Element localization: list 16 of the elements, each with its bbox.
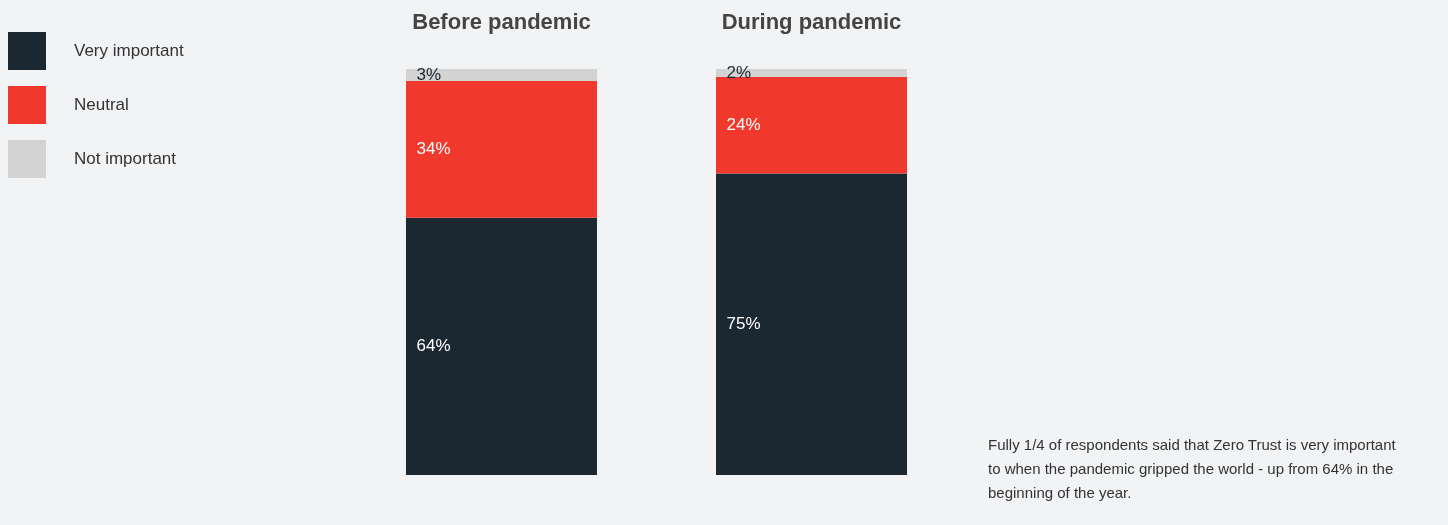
data-label: 75% — [726, 314, 761, 334]
legend-label: Neutral — [74, 95, 129, 114]
legend-label: Very important — [74, 41, 184, 60]
data-label: 24% — [726, 115, 761, 135]
x-tick-label: During pandemic — [721, 9, 902, 34]
data-label: 34% — [416, 139, 451, 159]
x-tick-label: Before pandemic — [412, 9, 591, 34]
data-label: 64% — [416, 336, 451, 356]
bar — [405, 217, 597, 475]
data-label: 3% — [416, 65, 442, 85]
bar — [716, 77, 908, 174]
bar — [405, 81, 597, 218]
text: Fully 1/4 of respondents said that Zero Trust is very important to when the pandemic gripped the world - up from 64% in the beginning of the year. — [988, 436, 1397, 501]
bar — [405, 69, 597, 82]
bar — [716, 173, 908, 475]
legend-label: Not important — [74, 149, 177, 168]
